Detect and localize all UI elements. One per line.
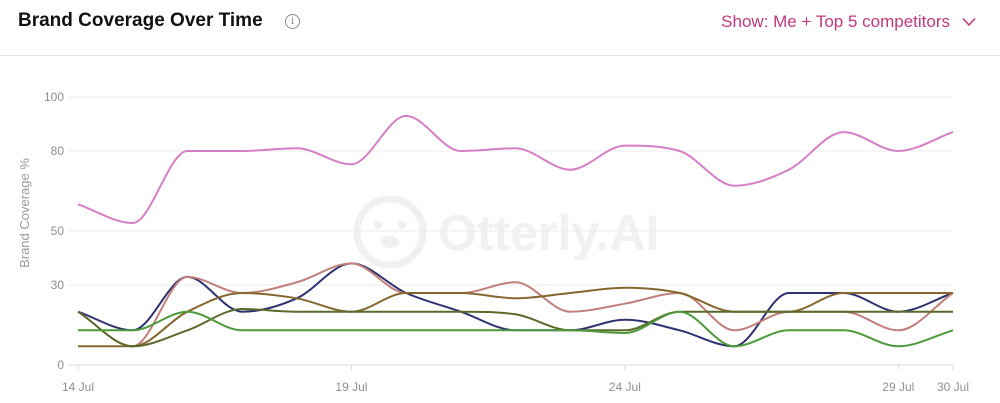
watermark: Otterly.AI (353, 195, 659, 269)
y-tick-label: 0 (57, 358, 64, 372)
chart-header: Brand Coverage Over Time i Show: Me + To… (0, 0, 1000, 56)
x-tick-label: 29 Jul (882, 380, 914, 394)
x-tick-label: 14 Jul (62, 380, 94, 394)
otter-logo-icon (353, 195, 427, 269)
watermark-text: Otterly.AI (438, 205, 659, 261)
x-tick-label: 30 Jul (937, 380, 969, 394)
y-tick-label: 30 (51, 278, 65, 292)
y-tick-label: 80 (51, 144, 65, 158)
x-tick-label: 19 Jul (335, 380, 367, 394)
series-line-2[interactable] (77, 262, 954, 348)
y-axis-label: Brand Coverage % (17, 158, 32, 268)
x-tick-label: 24 Jul (609, 380, 641, 394)
info-circle-icon[interactable]: i (285, 14, 300, 29)
chevron-down-icon (962, 12, 976, 32)
series-line-3[interactable] (77, 262, 954, 348)
brand-coverage-line-chart: Otterly.AI 0 30 50 80 100 14 Jul 19 Jul 24 Jul… (17, 90, 969, 394)
series-line-1[interactable] (77, 114, 954, 224)
series-line-6[interactable] (77, 310, 954, 348)
y-tick-label: 100 (44, 90, 64, 104)
filter-label: Show: Me + Top 5 competitors (721, 12, 950, 31)
series-line-5[interactable] (77, 308, 953, 348)
series-line-4[interactable] (78, 286, 953, 348)
competitor-filter-dropdown[interactable]: Show: Me + Top 5 competitors (721, 12, 976, 32)
chart-title: Brand Coverage Over Time (18, 10, 263, 31)
y-tick-label: 50 (51, 224, 65, 238)
